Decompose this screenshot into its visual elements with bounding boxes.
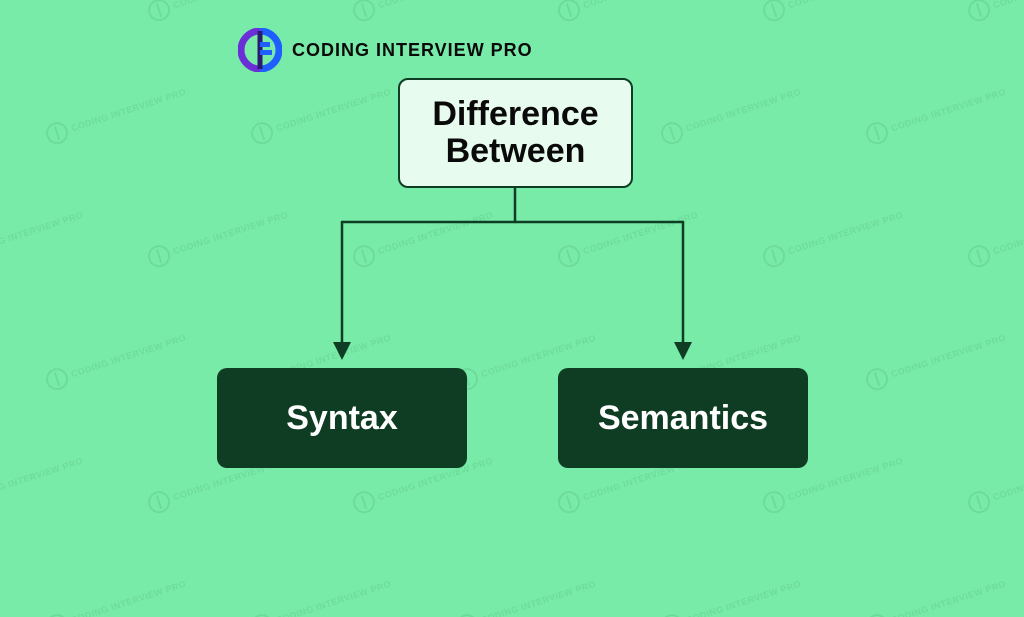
brand-name: CODING INTERVIEW PRO [292, 40, 533, 61]
leaf-node-semantics: Semantics [558, 368, 808, 468]
diagram-canvas: CODING INTERVIEW PROCODING INTERVIEW PRO… [0, 0, 1024, 617]
root-node: Difference Between [398, 78, 633, 188]
brand-logo-icon [238, 28, 282, 72]
leaf-label: Syntax [286, 399, 398, 438]
root-line-2: Between [446, 133, 586, 170]
brand-logo: CODING INTERVIEW PRO [238, 28, 533, 72]
root-line-1: Difference [432, 96, 598, 133]
leaf-label: Semantics [598, 399, 768, 438]
leaf-node-syntax: Syntax [217, 368, 467, 468]
